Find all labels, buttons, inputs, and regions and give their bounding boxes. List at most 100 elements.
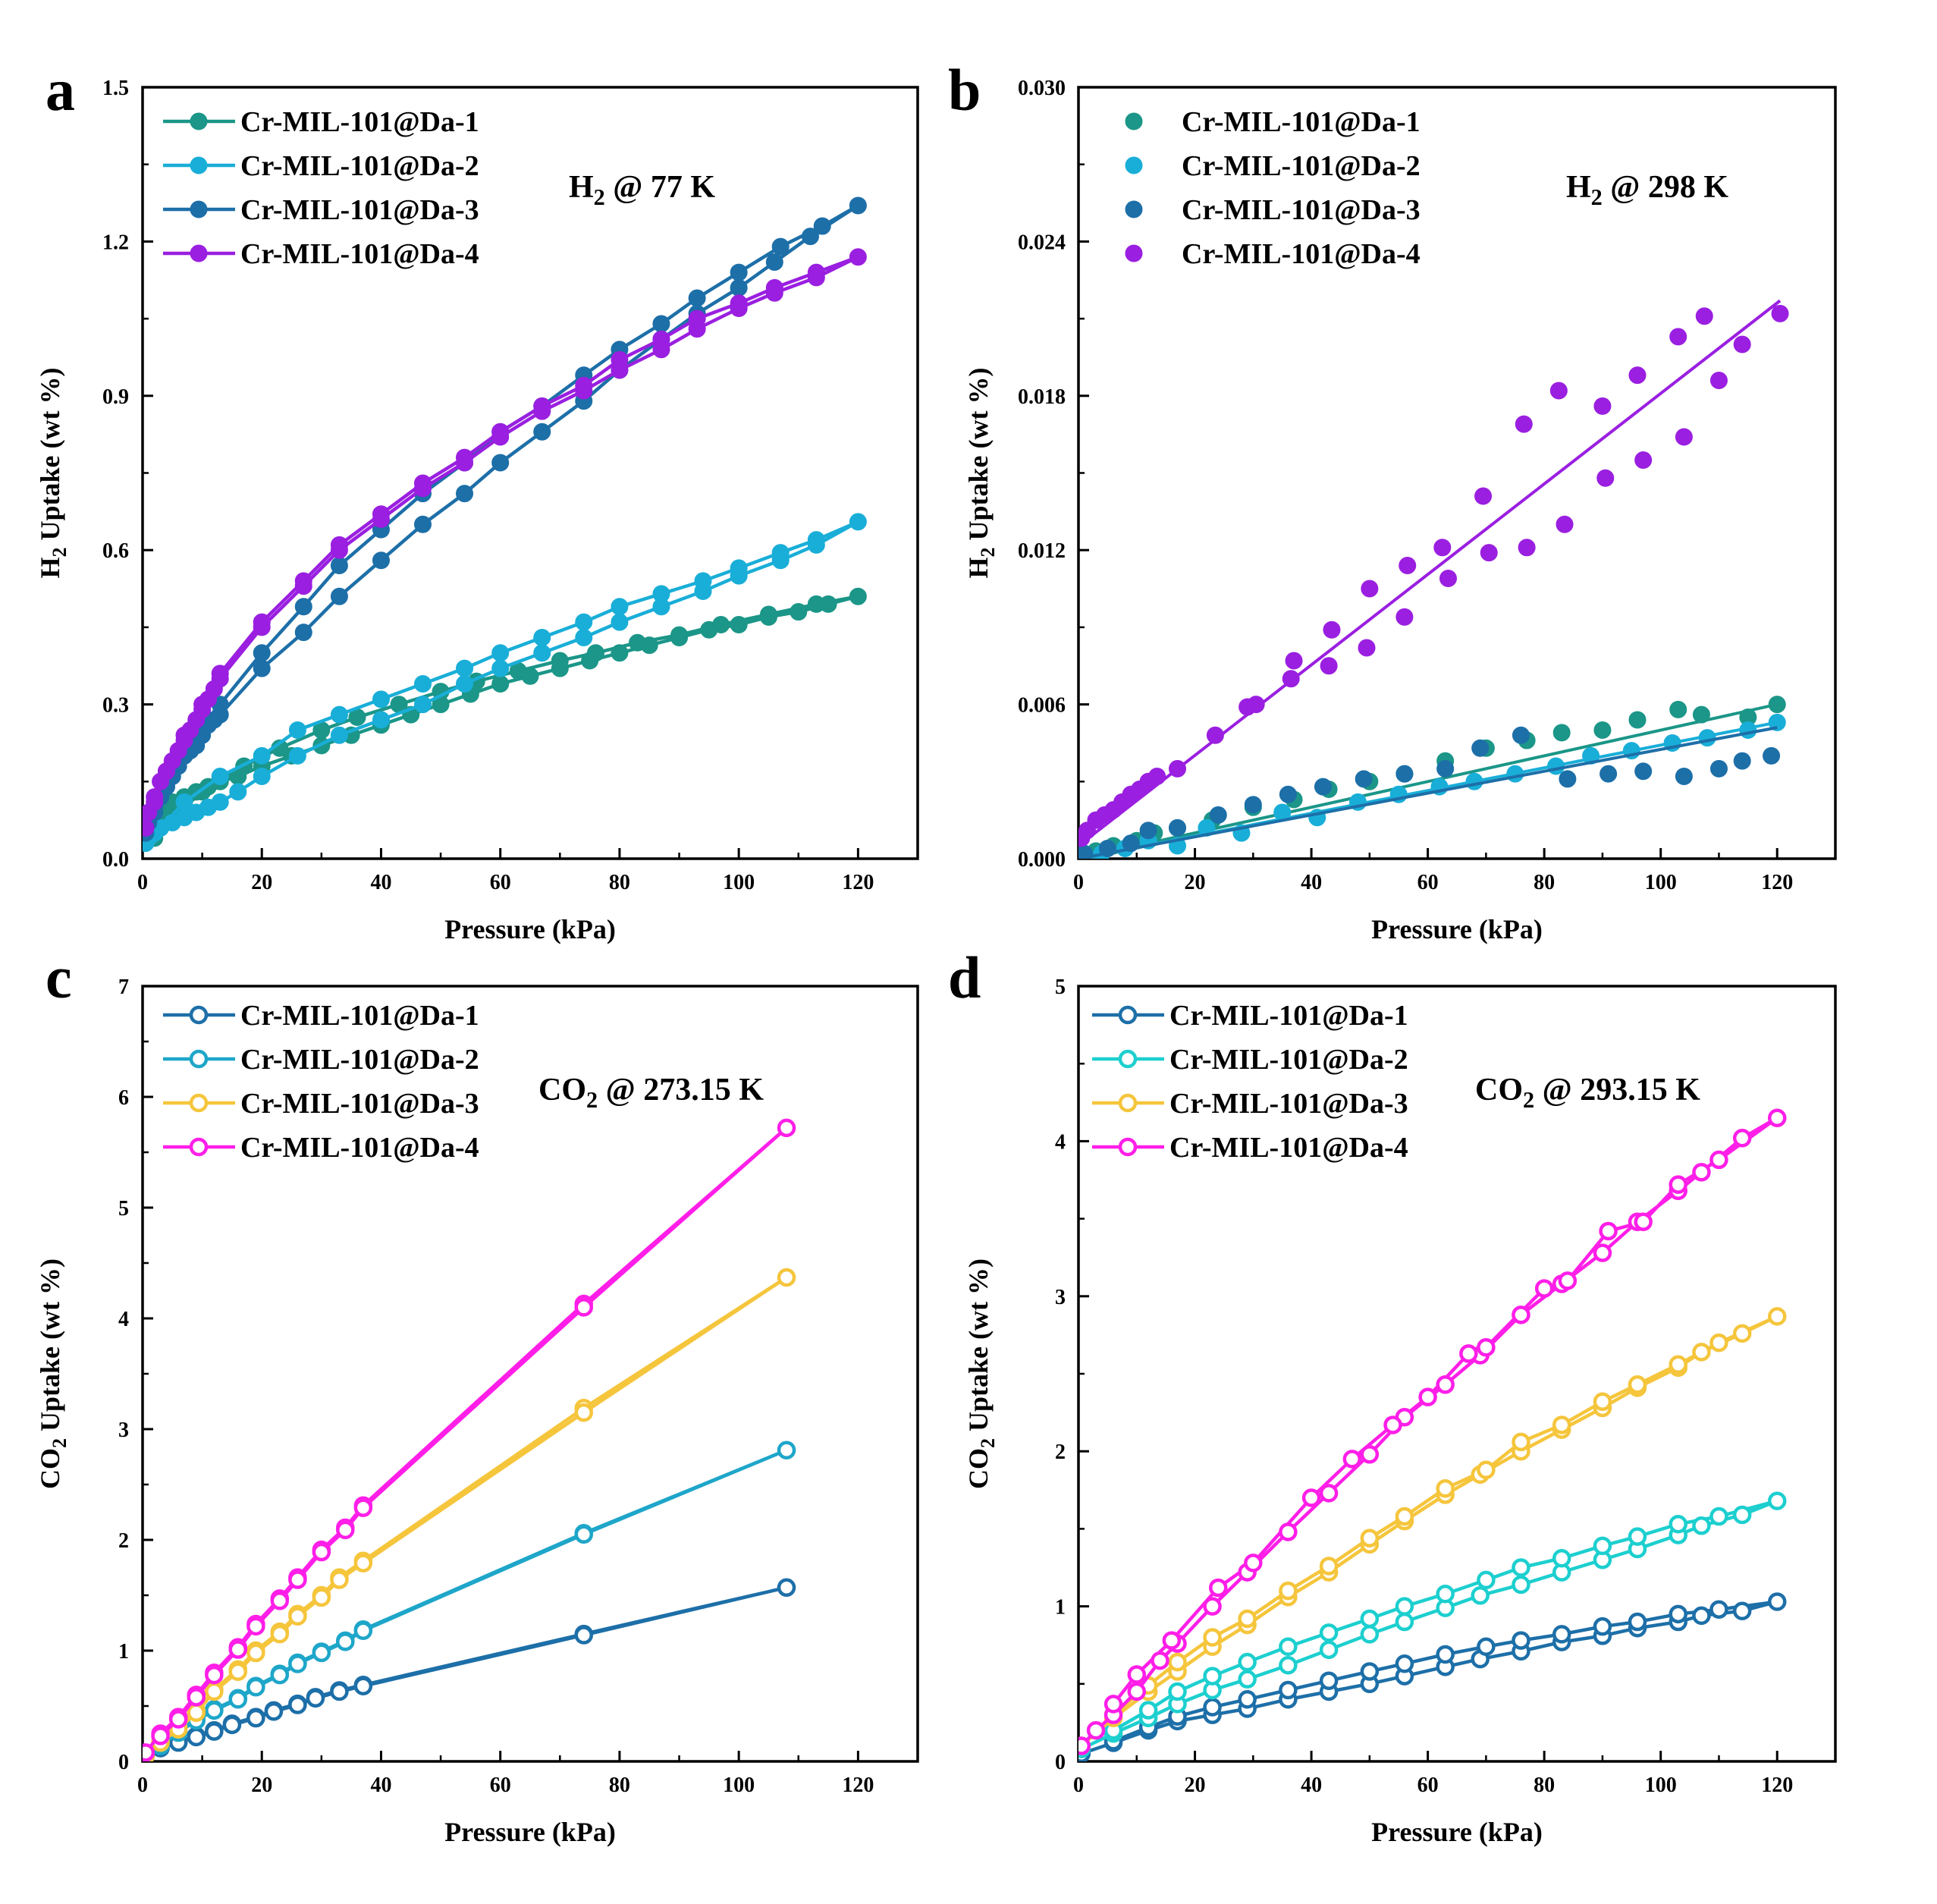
data-point — [253, 768, 271, 786]
legend-label: Cr-MIL-101@Da-3 — [240, 1088, 479, 1120]
series-line — [144, 1448, 789, 1758]
data-point — [1732, 1505, 1752, 1525]
data-point — [1669, 700, 1687, 718]
series-4 — [143, 248, 867, 837]
y-tick-label: 2 — [118, 1529, 129, 1553]
y-tick-label: 1.5 — [102, 77, 129, 100]
data-point — [1301, 1488, 1321, 1507]
data-point — [1395, 1507, 1414, 1526]
data-point — [1279, 1680, 1298, 1700]
legend-item: Cr-MIL-101@Da-3 — [1125, 194, 1421, 226]
data-point — [1360, 1662, 1380, 1681]
data-point — [1383, 1415, 1402, 1434]
y-tick-label: 1 — [118, 1640, 129, 1664]
data-point — [611, 598, 629, 616]
data-point — [1515, 415, 1533, 433]
panel-c: c 0 20 40 60 80 100 120 0 1 2 3 4 5 6 7 Pressure (kPa) CO… — [35, 944, 919, 1847]
data-point — [270, 1591, 290, 1610]
y-tick-label: 0.000 — [1018, 848, 1066, 872]
data-point — [353, 1554, 373, 1573]
data-point — [1086, 1720, 1106, 1740]
x-tick-label: 80 — [1534, 871, 1555, 894]
data-point — [771, 237, 790, 256]
data-point — [611, 644, 629, 662]
legend-item: Cr-MIL-101@Da-4 — [1125, 238, 1421, 270]
data-point — [168, 1710, 188, 1729]
data-point — [187, 1688, 206, 1707]
data-point — [1593, 397, 1612, 415]
data-point — [1209, 806, 1227, 824]
data-point — [1323, 621, 1341, 639]
x-tick-label: 20 — [1185, 871, 1206, 894]
data-point — [288, 1654, 307, 1673]
data-point — [1206, 726, 1224, 744]
data-point — [1127, 1665, 1147, 1684]
data-point — [652, 330, 670, 348]
x-tick-label: 100 — [723, 871, 755, 894]
data-point — [1282, 670, 1300, 688]
fit-line — [1078, 299, 1782, 847]
data-point — [151, 1726, 170, 1745]
y-tick-label: 0.018 — [1018, 385, 1066, 409]
data-point — [574, 1298, 594, 1317]
data-point — [652, 315, 670, 333]
series-line — [1080, 1116, 1779, 1748]
data-point — [1098, 839, 1116, 857]
legend-label: Cr-MIL-101@Da-1 — [1169, 1000, 1408, 1032]
data-point — [1628, 1527, 1647, 1546]
plot-area — [143, 1118, 796, 1761]
data-point — [1169, 818, 1187, 837]
data-point — [813, 217, 831, 235]
data-point — [372, 551, 390, 570]
y-axis-title: H2 Uptake (wt %) — [963, 368, 999, 579]
series-line — [143, 255, 860, 828]
data-point — [1506, 765, 1524, 783]
data-point — [336, 1520, 355, 1540]
data-point — [688, 309, 706, 328]
data-point — [629, 633, 647, 652]
data-point — [491, 674, 510, 693]
x-tick-label: 40 — [1301, 871, 1322, 894]
data-point — [1436, 1645, 1455, 1664]
y-tick-label: 0.030 — [1018, 77, 1066, 100]
data-point — [849, 248, 867, 266]
data-point — [222, 1715, 242, 1735]
legend-label: Cr-MIL-101@Da-3 — [240, 194, 479, 226]
data-point — [491, 423, 510, 441]
x-tick-label: 40 — [1301, 1774, 1322, 1797]
data-point — [694, 572, 712, 590]
data-point — [1732, 1129, 1752, 1148]
data-point — [1103, 1695, 1123, 1714]
data-point — [1669, 1175, 1687, 1194]
data-point — [777, 1268, 796, 1287]
x-axis-title: Pressure (kPa) — [444, 914, 616, 944]
data-point — [372, 711, 390, 729]
data-point — [611, 350, 629, 369]
y-tick-label: 0.0 — [102, 848, 129, 872]
data-point — [456, 659, 474, 677]
x-tick-label: 20 — [251, 871, 272, 894]
data-point — [246, 1617, 265, 1636]
data-point — [1355, 770, 1373, 788]
data-point — [456, 485, 474, 503]
data-point — [1634, 451, 1653, 470]
plot-area — [1078, 1108, 1787, 1761]
data-point — [1238, 1670, 1257, 1689]
y-tick-label: 0.006 — [1018, 694, 1066, 718]
data-point — [1244, 1554, 1263, 1573]
data-point — [574, 1525, 594, 1544]
y-tick-label: 4 — [118, 1308, 129, 1331]
data-point — [1512, 1305, 1530, 1324]
legend-label: Cr-MIL-101@Da-4 — [1182, 238, 1421, 270]
panel-b: b 0 20 40 60 80 100 120 0.000 0.006 0.012 0.018 0.02… — [948, 57, 1837, 944]
x-tick-label: 120 — [1761, 1774, 1793, 1797]
annotation-label: CO2 @ 293.15 K — [1475, 1073, 1700, 1113]
data-point — [288, 1607, 307, 1626]
data-point — [1418, 1387, 1437, 1406]
x-tick-label: 100 — [1645, 871, 1677, 894]
data-point — [336, 1632, 355, 1651]
x-tick-label: 0 — [137, 1774, 148, 1797]
data-point — [1279, 1637, 1298, 1656]
x-tick-label: 40 — [370, 1774, 391, 1797]
x-tick-label: 0 — [1073, 871, 1084, 894]
